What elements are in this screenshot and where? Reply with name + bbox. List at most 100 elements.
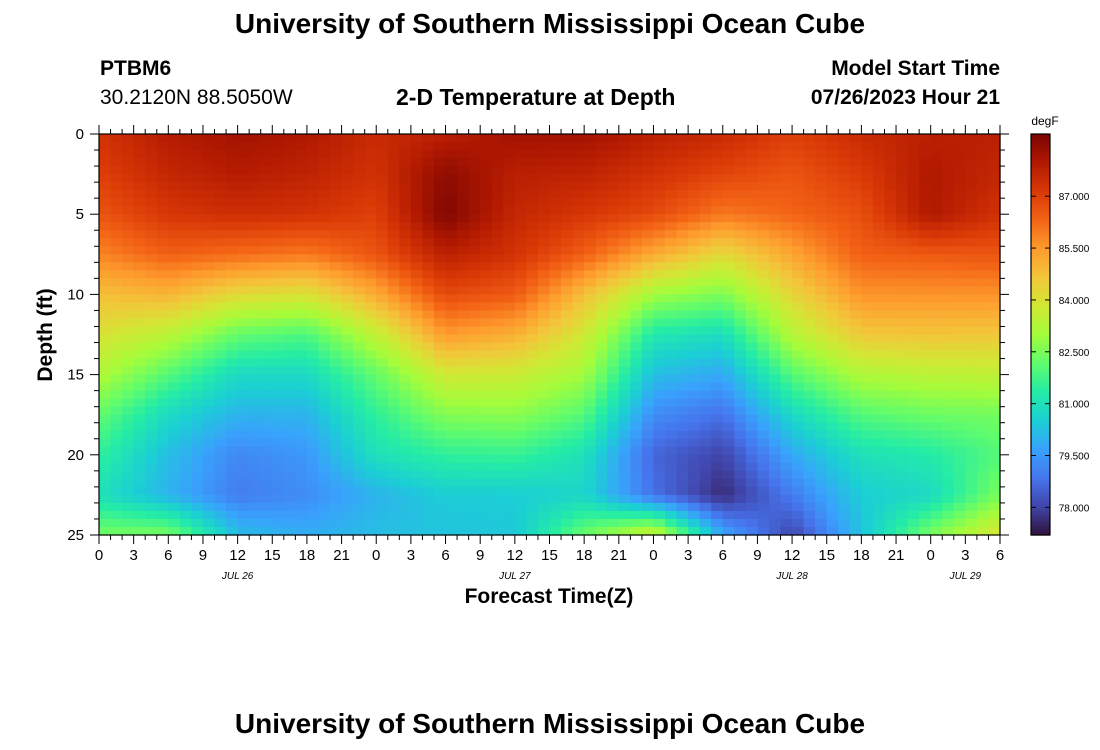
heatmap-cell <box>907 454 920 464</box>
heatmap-cell <box>295 222 308 231</box>
heatmap-cell <box>457 518 470 528</box>
heatmap-cell <box>133 486 146 496</box>
heatmap-cell <box>849 294 862 304</box>
heatmap-cell <box>156 494 169 504</box>
x-axis-title: Forecast Time(Z) <box>465 585 634 608</box>
heatmap-cell <box>491 302 504 312</box>
heatmap-cell <box>445 262 458 271</box>
heatmap-cell <box>318 214 331 223</box>
heatmap-cell <box>734 390 747 400</box>
heatmap-cell <box>468 478 481 488</box>
heatmap-cell <box>722 134 735 143</box>
heatmap-cell <box>745 270 759 279</box>
heatmap-cell <box>191 246 204 255</box>
heatmap-cell <box>318 494 331 504</box>
heatmap-cell <box>318 134 331 143</box>
heatmap-cell <box>803 366 816 376</box>
heatmap-cell <box>353 254 366 263</box>
heatmap-cell <box>665 174 678 183</box>
heatmap-cell <box>226 382 239 392</box>
heatmap-cell <box>503 342 516 352</box>
colorbar-segment <box>1031 230 1050 233</box>
heatmap-cell <box>145 374 158 384</box>
heatmap-cell <box>214 174 227 183</box>
heatmap-cell <box>641 182 655 191</box>
heatmap-cell <box>306 374 320 384</box>
heatmap-cell <box>226 294 239 304</box>
heatmap-cell <box>145 350 158 360</box>
heatmap-cell <box>826 302 839 312</box>
heatmap-cell <box>260 470 273 480</box>
heatmap-cell <box>491 150 504 159</box>
colorbar-segment <box>1031 258 1050 261</box>
colorbar-segment <box>1031 358 1050 362</box>
heatmap-cell <box>214 334 227 344</box>
heatmap-cell <box>387 374 400 384</box>
heatmap-cell <box>341 462 354 472</box>
heatmap-cell <box>734 454 747 464</box>
colorbar-label: 84.000 <box>1059 296 1090 307</box>
heatmap-cell <box>849 222 862 231</box>
colorbar-segment <box>1031 360 1050 364</box>
heatmap-cell <box>168 374 181 384</box>
heatmap-cell <box>353 158 366 167</box>
heatmap-cell <box>445 486 458 496</box>
x-axis: 0 3 6 9 12 15 18 21 0 3 6 9 12 15 18 21 0 3 6 9 12 15 18 21 0 3 6J… <box>95 125 1004 582</box>
heatmap-cell <box>214 214 227 223</box>
heatmap-cell <box>133 422 146 432</box>
heatmap-cell <box>387 486 400 496</box>
heatmap-cell <box>445 502 458 512</box>
colorbar-segment <box>1031 482 1050 486</box>
heatmap-cell <box>942 190 955 199</box>
heatmap-cell <box>364 366 377 376</box>
colorbar-segment <box>1031 284 1050 287</box>
heatmap-cell <box>584 454 597 464</box>
heatmap-cell <box>665 270 678 279</box>
heatmap-cell <box>988 206 1001 215</box>
heatmap-cell <box>930 406 943 416</box>
heatmap-cell <box>699 454 712 464</box>
heatmap-cell <box>410 310 424 320</box>
heatmap-cell <box>179 342 193 352</box>
heatmap-cell <box>537 334 551 344</box>
heatmap-cell <box>665 142 678 151</box>
heatmap-cell <box>353 390 366 400</box>
heatmap-cell <box>826 438 839 448</box>
heatmap-cell <box>226 510 239 520</box>
heatmap-cell <box>422 294 435 304</box>
heatmap-cell <box>641 214 655 223</box>
heatmap-cell <box>341 446 354 456</box>
heatmap-cell <box>549 430 562 440</box>
colorbar-segment <box>1031 156 1050 159</box>
heatmap-cell <box>283 470 296 480</box>
heatmap-cell <box>919 246 932 255</box>
heatmap-cell <box>722 374 735 384</box>
heatmap-cell <box>283 526 296 536</box>
heatmap-cell <box>330 430 343 440</box>
colorbar-segment <box>1031 160 1050 163</box>
heatmap-cell <box>422 334 435 344</box>
heatmap-cell <box>445 334 458 344</box>
heatmap-cell <box>641 462 655 472</box>
heatmap-cell <box>468 270 481 279</box>
heatmap-cell <box>376 142 389 151</box>
heatmap-cell <box>214 254 227 263</box>
heatmap-cell <box>376 270 389 279</box>
heatmap-cell <box>641 454 655 464</box>
heatmap-cell <box>272 406 285 416</box>
heatmap-cell <box>861 382 874 392</box>
heatmap-cell <box>896 190 909 199</box>
heatmap-cell <box>99 238 112 247</box>
heatmap-cell <box>699 254 712 263</box>
heatmap-cell <box>838 134 851 143</box>
heatmap-cell <box>607 470 620 480</box>
heatmap-cell <box>318 302 331 312</box>
heatmap-cell <box>341 422 354 432</box>
heatmap-cell <box>283 342 296 352</box>
heatmap-cell <box>849 358 862 368</box>
heatmap-cell <box>919 310 932 320</box>
heatmap-cell <box>734 198 747 207</box>
heatmap-cell <box>168 206 181 215</box>
heatmap-cell <box>792 158 805 167</box>
